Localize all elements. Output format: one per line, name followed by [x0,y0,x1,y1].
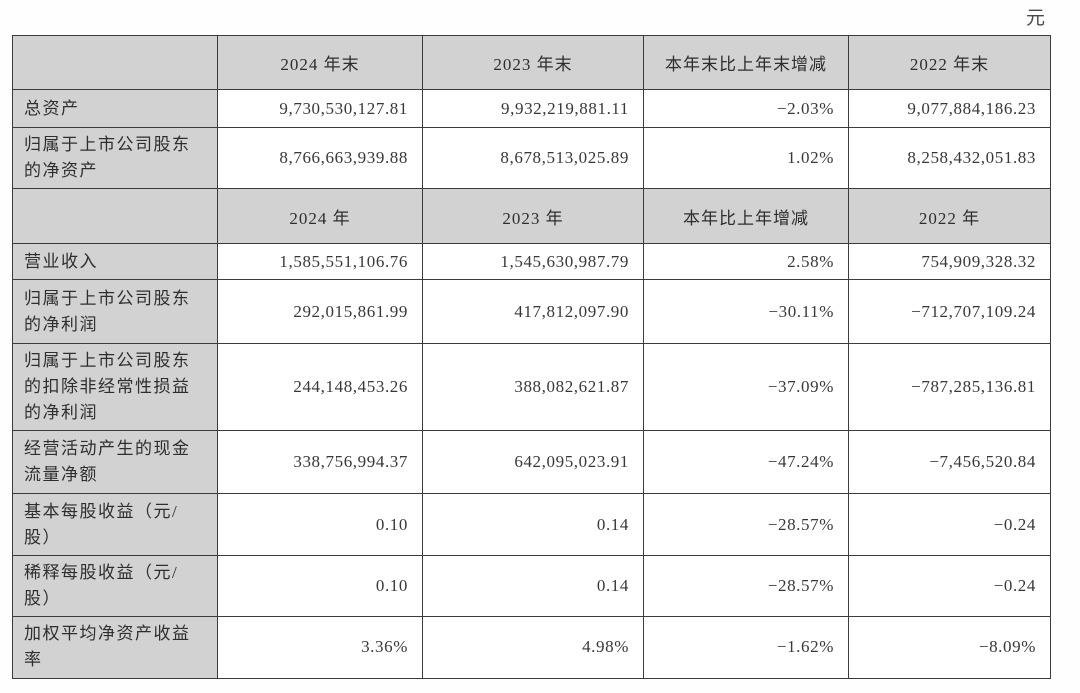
table-row-net-profit-excl-nonrecurring: 归属于上市公司股东的扣除非经常性损益的净利润 244,148,453.26 38… [12,343,1051,431]
value-cell: 0.14 [422,493,644,556]
value-cell: 0.10 [217,493,423,556]
table-row-operating-cash-flow: 经营活动产生的现金流量净额 338,756,994.37 642,095,023… [12,430,1051,494]
value-cell: 754,909,328.32 [848,243,1051,280]
header-cell-yoy-change: 本年比上年增减 [643,188,849,244]
value-cell: −1.62% [643,615,849,679]
value-cell: −0.24 [848,555,1051,617]
value-cell: 8,678,513,025.89 [422,127,644,189]
row-label: 归属于上市公司股东的扣除非经常性损益的净利润 [12,343,218,431]
row-label: 基本每股收益（元/股） [12,493,218,556]
value-cell: 9,077,884,186.23 [848,89,1051,128]
value-cell: 2.58% [643,243,849,280]
value-cell: 9,932,219,881.11 [422,89,644,128]
header-cell-2023: 2023 年 [422,188,644,244]
table-row-total-assets: 总资产 9,730,530,127.81 9,932,219,881.11 −2… [12,89,1051,128]
header-corner-cell [12,188,218,244]
value-cell: 338,756,994.37 [217,430,423,494]
value-cell: −30.11% [643,279,849,344]
value-cell: −787,285,136.81 [848,343,1051,431]
row-label: 稀释每股收益（元/股） [12,555,218,617]
table-row-net-assets: 归属于上市公司股东的净资产 8,766,663,939.88 8,678,513… [12,127,1051,189]
key-financials-table: 2024 年末 2023 年末 本年末比上年末增减 2022 年末 总资产 9,… [12,35,1051,679]
header-cell-2024-year-end: 2024 年末 [217,35,423,90]
value-cell: 1,545,630,987.79 [422,243,644,280]
row-label: 加权平均净资产收益率 [12,615,218,679]
value-cell: 8,258,432,051.83 [848,127,1051,189]
value-cell: 244,148,453.26 [217,343,423,431]
value-cell: 0.14 [422,555,644,617]
header-corner-cell [12,35,218,90]
table-row-operating-revenue: 营业收入 1,585,551,106.76 1,545,630,987.79 2… [12,243,1051,280]
table-row-basic-eps: 基本每股收益（元/股） 0.10 0.14 −28.57% −0.24 [12,493,1051,556]
value-cell: −28.57% [643,555,849,617]
value-cell: 417,812,097.90 [422,279,644,344]
row-label: 总资产 [12,89,218,128]
value-cell: −2.03% [643,89,849,128]
value-cell: −8.09% [848,615,1051,679]
currency-unit-label: 元 [1025,8,1046,29]
value-cell: −37.09% [643,343,849,431]
table-row-diluted-eps: 稀释每股收益（元/股） 0.10 0.14 −28.57% −0.24 [12,555,1051,617]
header-cell-yoy-end-change: 本年末比上年末增减 [643,35,849,90]
value-cell: 1,585,551,106.76 [217,243,423,280]
header-cell-2024: 2024 年 [217,188,423,244]
header-cell-2022-year-end: 2022 年末 [848,35,1051,90]
value-cell: 0.10 [217,555,423,617]
value-cell: −712,707,109.24 [848,279,1051,344]
row-label: 归属于上市公司股东的净资产 [12,127,218,189]
row-label: 经营活动产生的现金流量净额 [12,430,218,494]
value-cell: 292,015,861.99 [217,279,423,344]
value-cell: 388,082,621.87 [422,343,644,431]
table-row-net-profit: 归属于上市公司股东的净利润 292,015,861.99 417,812,097… [12,279,1051,344]
value-cell: 9,730,530,127.81 [217,89,423,128]
annual-period-header-row: 2024 年 2023 年 本年比上年增减 2022 年 [12,188,1051,244]
row-label: 归属于上市公司股东的净利润 [12,279,218,344]
value-cell: 1.02% [643,127,849,189]
table-row-weighted-avg-roe: 加权平均净资产收益率 3.36% 4.98% −1.62% −8.09% [12,615,1051,679]
value-cell: 3.36% [217,615,423,679]
header-cell-2022: 2022 年 [848,188,1051,244]
value-cell: 8,766,663,939.88 [217,127,423,189]
row-label: 营业收入 [12,243,218,280]
value-cell: −47.24% [643,430,849,494]
value-cell: −28.57% [643,493,849,556]
value-cell: −7,456,520.84 [848,430,1051,494]
value-cell: −0.24 [848,493,1051,556]
header-cell-2023-year-end: 2023 年末 [422,35,644,90]
period-end-header-row: 2024 年末 2023 年末 本年末比上年末增减 2022 年末 [12,35,1051,90]
value-cell: 642,095,023.91 [422,430,644,494]
value-cell: 4.98% [422,615,644,679]
